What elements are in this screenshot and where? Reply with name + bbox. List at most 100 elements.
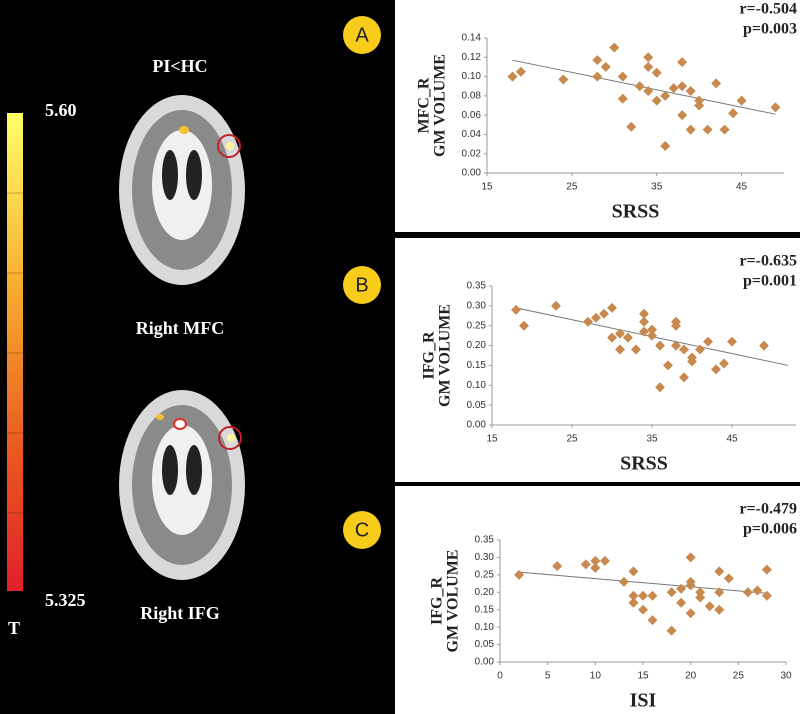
colorbar-max: 5.60	[45, 100, 77, 120]
y-axis-label: IFG_R	[429, 577, 446, 625]
panel-badge	[343, 511, 381, 549]
data-point	[703, 336, 713, 347]
y-tick-label: 0.05	[467, 400, 487, 411]
data-point	[651, 67, 662, 78]
data-point	[615, 344, 625, 355]
y-tick-label: 0.20	[475, 587, 495, 598]
x-tick-label: 35	[646, 434, 658, 445]
x-tick-label: 0	[497, 671, 503, 682]
stat-p: p=0.001	[743, 273, 797, 290]
data-point	[607, 302, 617, 313]
data-point	[519, 320, 529, 331]
data-point	[643, 52, 654, 63]
data-point	[599, 308, 609, 319]
data-point	[666, 625, 677, 636]
data-point	[677, 81, 688, 92]
data-point	[714, 566, 725, 577]
y-tick-label: 0.00	[475, 657, 495, 668]
plot-panel	[395, 238, 800, 482]
y-tick-label: 0.30	[467, 300, 487, 311]
colorbar-steps	[7, 192, 23, 514]
data-point	[514, 569, 525, 580]
colorbar-unit: T	[8, 618, 20, 638]
data-point	[511, 304, 521, 315]
panel-label: B	[355, 274, 368, 296]
data-point	[676, 597, 687, 608]
data-point	[685, 86, 696, 97]
y-tick-label: 0.04	[462, 129, 482, 140]
data-point	[647, 590, 658, 601]
data-point	[679, 344, 689, 355]
data-point	[599, 555, 610, 566]
y-tick-label: 0.02	[462, 148, 482, 159]
data-point	[639, 326, 649, 337]
y-tick-label: 0.12	[462, 52, 482, 63]
data-point	[591, 312, 601, 323]
data-point	[609, 42, 620, 53]
x-tick-label: 15	[637, 671, 649, 682]
data-point	[761, 564, 772, 575]
data-point	[647, 615, 658, 626]
x-axis-label: SRSS	[612, 201, 660, 223]
data-point	[666, 587, 677, 598]
x-tick-label: 25	[733, 671, 745, 682]
y-tick-label: 0.20	[467, 340, 487, 351]
x-axis-label: ISI	[630, 690, 657, 712]
x-tick-label: 25	[566, 434, 578, 445]
data-point	[515, 66, 526, 77]
x-tick-label: 30	[780, 671, 792, 682]
y-tick-label: 0.05	[475, 639, 495, 650]
data-point	[677, 110, 688, 121]
x-tick-label: 45	[736, 182, 748, 193]
data-point	[714, 604, 725, 615]
y-axis-label: GM VOLUME	[437, 304, 454, 407]
data-point	[685, 580, 696, 591]
y-axis-label: MFC_R	[416, 77, 433, 133]
y-axis-label: IFG_R	[421, 331, 438, 379]
y-tick-label: 0.15	[467, 360, 487, 371]
data-point	[695, 344, 705, 355]
region-label: Right MFC	[136, 318, 225, 338]
plot-panel	[395, 486, 800, 714]
data-point	[711, 78, 722, 89]
panel-label: C	[355, 519, 369, 541]
y-tick-label: 0.35	[475, 535, 495, 546]
panel-label: A	[355, 24, 369, 46]
data-point	[634, 81, 645, 92]
data-point	[704, 601, 715, 612]
data-point	[638, 590, 648, 601]
data-point	[590, 555, 601, 566]
x-tick-label: 15	[486, 434, 498, 445]
data-point	[759, 340, 769, 351]
data-point	[752, 585, 763, 596]
x-axis-label: SRSS	[620, 453, 668, 475]
data-point	[631, 344, 641, 355]
y-tick-label: 0.00	[467, 420, 487, 431]
data-point	[617, 93, 628, 104]
data-point	[558, 74, 569, 85]
data-point	[639, 316, 649, 327]
data-point	[677, 57, 688, 68]
colorbar	[7, 113, 23, 591]
data-point	[507, 71, 518, 82]
data-point	[676, 583, 687, 594]
data-point	[668, 83, 679, 94]
region-label: Right IFG	[140, 603, 220, 623]
brain-slice	[119, 390, 245, 580]
x-tick-label: 45	[726, 434, 738, 445]
x-tick-label: 15	[481, 182, 493, 193]
data-point	[685, 552, 696, 563]
data-point	[651, 95, 662, 106]
data-point	[679, 372, 689, 383]
x-tick-label: 20	[685, 671, 697, 682]
data-point	[655, 382, 665, 393]
data-point	[728, 108, 739, 119]
data-point	[628, 566, 639, 577]
data-point	[660, 141, 671, 151]
x-tick-label: 25	[566, 182, 578, 193]
data-point	[694, 95, 705, 106]
data-point	[638, 604, 648, 615]
trend-line	[519, 571, 767, 594]
data-point	[723, 573, 734, 584]
